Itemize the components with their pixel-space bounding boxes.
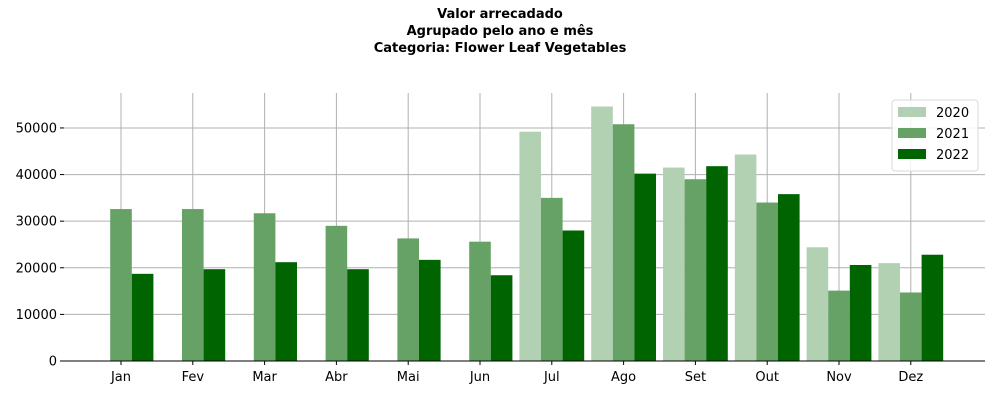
bar-2021-Abr bbox=[325, 225, 348, 361]
bar-2022-Set bbox=[706, 166, 728, 361]
legend-label-2022: 2022 bbox=[936, 148, 969, 163]
bar-2021-Mar bbox=[253, 213, 276, 361]
bar-2020-Dez bbox=[878, 263, 900, 361]
bar-2021-Ago bbox=[612, 124, 635, 361]
chart-title-line-3: Categoria: Flower Leaf Vegetables bbox=[373, 41, 627, 56]
bar-2021-Nov bbox=[828, 290, 850, 361]
x-tick-label: Mar bbox=[252, 370, 277, 385]
bar-2020-Out bbox=[734, 154, 757, 361]
bar-2021-Dez bbox=[900, 292, 922, 361]
bar-2022-Fev bbox=[203, 269, 226, 361]
bar-2020-Ago bbox=[591, 106, 613, 361]
x-tick-label: Out bbox=[755, 370, 779, 385]
bar-2022-Mai bbox=[419, 259, 441, 361]
legend-swatch-2020 bbox=[898, 107, 926, 117]
bar-2022-Nov bbox=[849, 264, 872, 361]
x-tick-label: Dez bbox=[898, 370, 923, 385]
bar-2022-Out bbox=[778, 194, 800, 361]
x-tick-label: Mai bbox=[397, 370, 420, 385]
x-tick-label: Ago bbox=[611, 370, 636, 385]
bar-2021-Jun bbox=[469, 241, 491, 361]
y-tick-label: 50000 bbox=[16, 121, 57, 136]
legend-swatch-2022 bbox=[898, 149, 926, 159]
bar-2022-Jan bbox=[131, 273, 154, 361]
bar-2020-Set bbox=[663, 167, 685, 361]
bar-2022-Jul bbox=[562, 230, 585, 361]
chart-title-line-2: Agrupado pelo ano e mês bbox=[406, 24, 594, 39]
y-tick-label: 10000 bbox=[16, 308, 57, 323]
bar-2021-Mai bbox=[397, 238, 419, 361]
bar-2022-Ago bbox=[634, 173, 656, 361]
x-tick-label: Jan bbox=[110, 370, 131, 385]
bar-2020-Nov bbox=[806, 247, 829, 361]
bar-2022-Dez bbox=[921, 254, 944, 361]
legend-label-2021: 2021 bbox=[936, 127, 969, 142]
y-tick-label: 30000 bbox=[16, 215, 57, 230]
x-tick-label: Jun bbox=[469, 370, 490, 385]
bar-2022-Abr bbox=[347, 269, 369, 361]
x-tick-label: Set bbox=[685, 370, 706, 385]
legend-swatch-2021 bbox=[898, 128, 926, 138]
bar-2021-Jan bbox=[110, 209, 132, 361]
legend-label-2020: 2020 bbox=[936, 106, 969, 121]
chart-title: Valor arrecadado Agrupado pelo ano e mês… bbox=[0, 6, 1000, 57]
bar-2021-Set bbox=[684, 179, 707, 361]
y-tick-label: 0 bbox=[49, 355, 57, 370]
y-tick-label: 40000 bbox=[16, 168, 57, 183]
bar-2021-Fev bbox=[182, 209, 204, 361]
y-tick-label: 20000 bbox=[16, 261, 57, 276]
bar-2020-Jul bbox=[519, 131, 541, 361]
x-tick-label: Abr bbox=[325, 370, 348, 385]
chart-title-line-1: Valor arrecadado bbox=[437, 7, 563, 22]
x-tick-label: Fev bbox=[182, 370, 205, 385]
bar-2022-Mar bbox=[275, 262, 297, 361]
bar-2022-Jun bbox=[490, 275, 513, 361]
bar-2021-Jul bbox=[541, 197, 563, 361]
x-tick-label: Nov bbox=[826, 370, 852, 385]
x-tick-label: Jul bbox=[543, 370, 560, 385]
bar-2021-Out bbox=[756, 202, 778, 361]
